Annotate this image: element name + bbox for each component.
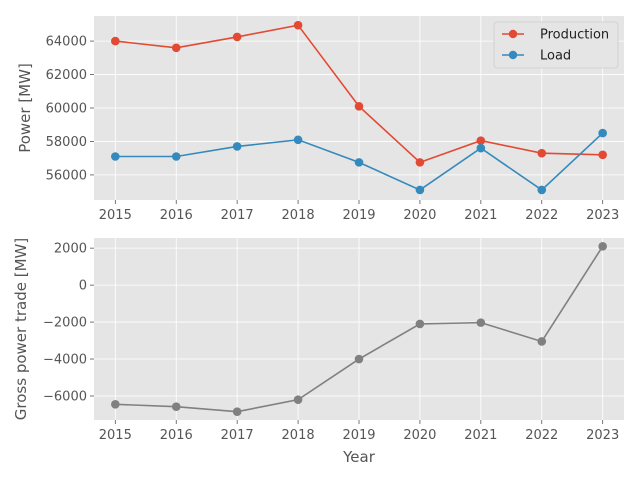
bot-x-tick-label: 2018 [282,428,315,443]
legend: Production Load [493,21,619,69]
series-0-point [354,354,364,364]
bot-x-tick-label: 2021 [464,428,497,443]
production-point [171,43,181,53]
load-point [598,128,607,138]
bot-y-tick-label: −4000 [43,353,87,368]
bottom-y-axis-label: Gross power trade [MW] [12,238,30,420]
top-x-tick-label: 2022 [525,208,558,223]
series-0-point [415,319,425,329]
series-0-point [293,395,303,404]
production-point [537,148,547,158]
series-0-point [171,402,181,411]
legend-box [493,21,619,69]
load-point [111,152,120,161]
bottom-axis-ticks: 2015 2016 2017 2018 2019 2020 2021 2022 2023 −600… [43,242,619,443]
load-point [476,143,486,153]
top-y-tick-label: 64000 [46,35,87,50]
legend-production-marker [508,29,518,39]
series-0-point [537,337,547,346]
series-0-point [111,399,120,409]
production-point [476,136,486,145]
top-y-tick-label: 60000 [46,102,87,117]
top-y-axis-label: Power [MW] [16,63,34,153]
production-load-panel: 2015 2016 2017 2018 2019 2020 2021 2022 2023 5600… [16,16,624,223]
top-x-tick-label: 2016 [160,208,193,223]
top-x-tick-label: 2018 [282,208,315,223]
bot-x-tick-label: 2016 [160,428,193,443]
series-0-point [476,318,486,327]
top-y-tick-label: 56000 [46,168,87,183]
bot-y-tick-label: 0 [79,279,87,294]
bot-x-tick-label: 2020 [403,428,436,443]
legend-production-label: Production [540,28,609,43]
bot-y-tick-label: −2000 [43,316,87,331]
legend-load-label: Load [540,49,571,64]
top-y-tick-label: 58000 [46,135,87,150]
top-x-tick-label: 2020 [403,208,436,223]
load-point [537,185,547,195]
top-y-tick-label: 62000 [46,68,87,83]
production-point [232,32,242,42]
load-point [415,185,425,195]
bot-x-tick-label: 2023 [586,428,619,443]
bottom-series-lines [111,242,607,416]
bot-x-tick-label: 2022 [525,428,558,443]
top-axis-ticks: 2015 2016 2017 2018 2019 2020 2021 2022 2023 5600… [46,35,620,223]
top-x-tick-label: 2021 [464,208,497,223]
top-series-lines [111,20,607,195]
bot-x-tick-label: 2019 [342,428,375,443]
top-x-tick-label: 2015 [99,208,132,223]
production-point [415,158,425,167]
top-x-tick-label: 2023 [586,208,619,223]
load-point [354,158,364,167]
production-point [354,102,364,111]
bot-y-tick-label: −6000 [43,389,87,404]
bot-y-tick-label: 2000 [54,242,87,257]
bot-x-tick-label: 2017 [221,428,254,443]
bot-x-tick-label: 2015 [99,428,132,443]
load-point [293,135,303,145]
production-point [111,36,120,46]
series-0-point [598,242,607,251]
production-point [293,20,303,30]
production-point [598,150,607,160]
load-point [171,152,181,161]
top-x-tick-label: 2017 [221,208,254,223]
load-point [232,142,242,151]
top-x-tick-label: 2019 [342,208,375,223]
bottom-gridlines [94,238,624,420]
bottom-x-axis-label: Year [342,448,376,466]
series-0-point [232,407,242,416]
gross-power-trade-panel: 2015 2016 2017 2018 2019 2020 2021 2022 2023 −600… [12,238,624,466]
legend-load-marker [508,50,518,60]
